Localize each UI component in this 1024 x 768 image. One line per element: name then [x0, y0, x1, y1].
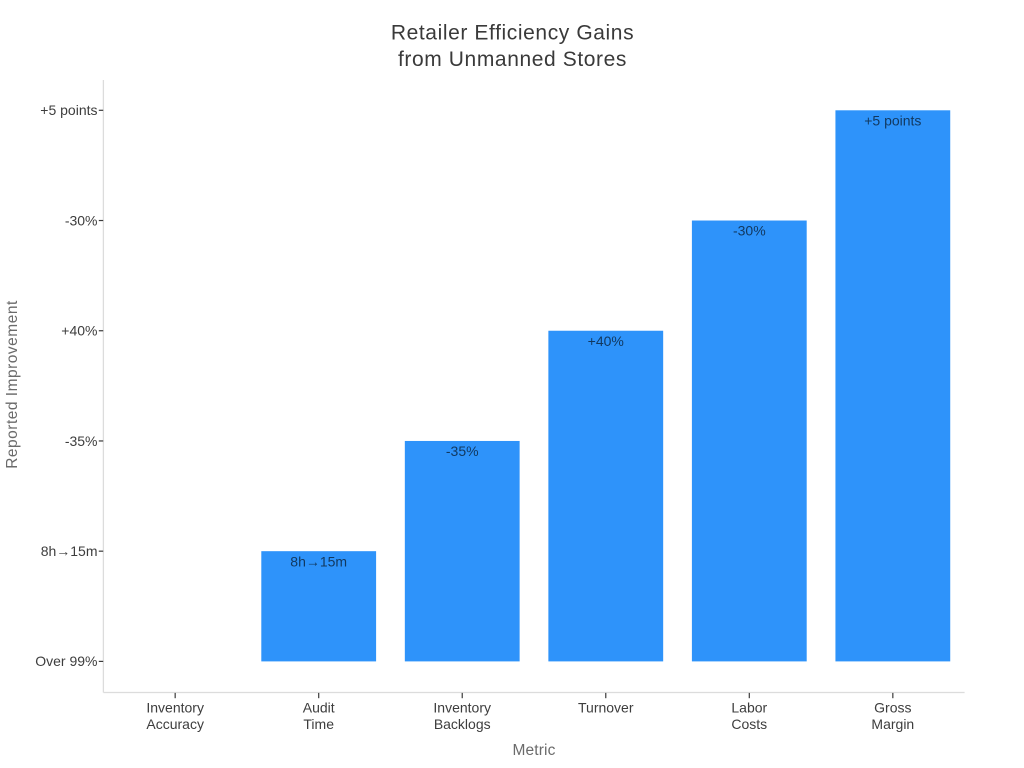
- svg-text:Reported Improvement: Reported Improvement: [4, 300, 21, 469]
- svg-text:+40%: +40%: [61, 323, 97, 339]
- svg-text:-30%: -30%: [65, 212, 98, 228]
- svg-text:Audit: Audit: [303, 700, 335, 716]
- svg-text:Costs: Costs: [731, 716, 767, 732]
- svg-text:-30%: -30%: [733, 223, 766, 239]
- svg-text:Over 99%: Over 99%: [35, 653, 97, 669]
- svg-text:Time: Time: [303, 716, 334, 732]
- svg-text:Retailer Efficiency Gains: Retailer Efficiency Gains: [391, 22, 634, 45]
- svg-text:Metric: Metric: [512, 742, 555, 759]
- svg-text:+40%: +40%: [588, 333, 624, 349]
- svg-text:-35%: -35%: [65, 433, 98, 449]
- svg-text:Backlogs: Backlogs: [434, 716, 491, 732]
- svg-text:+5 points: +5 points: [864, 113, 921, 129]
- svg-text:-35%: -35%: [446, 443, 479, 459]
- svg-text:from Unmanned Stores: from Unmanned Stores: [398, 48, 627, 71]
- svg-text:Inventory: Inventory: [146, 700, 204, 716]
- svg-text:Labor: Labor: [731, 700, 767, 716]
- svg-text:8h→15m: 8h→15m: [41, 543, 98, 559]
- svg-text:8h→15m: 8h→15m: [290, 553, 347, 569]
- svg-text:+5 points: +5 points: [40, 102, 97, 118]
- svg-text:Margin: Margin: [871, 716, 914, 732]
- svg-text:Gross: Gross: [874, 700, 911, 716]
- svg-text:Turnover: Turnover: [578, 700, 634, 716]
- svg-text:Accuracy: Accuracy: [146, 716, 204, 732]
- svg-text:Inventory: Inventory: [433, 700, 491, 716]
